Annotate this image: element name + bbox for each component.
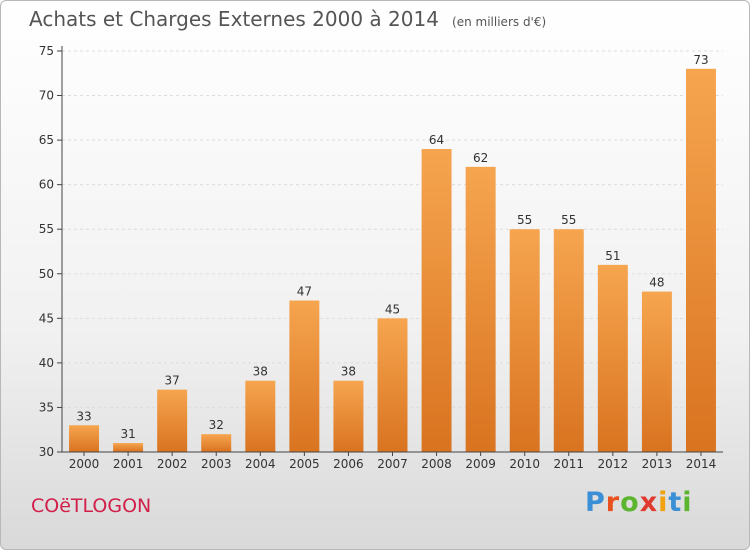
- x-tick-label: 2003: [201, 457, 232, 471]
- x-tick-label: 2002: [157, 457, 188, 471]
- y-tick-label: 40: [39, 356, 54, 370]
- bar: [685, 68, 716, 453]
- logo-letter: r: [605, 487, 621, 518]
- bar: [69, 425, 100, 452]
- bar-value-label: 38: [253, 365, 268, 379]
- bar: [201, 434, 232, 452]
- bar: [289, 300, 320, 452]
- bar: [509, 229, 540, 452]
- bar: [465, 166, 496, 452]
- bars: [69, 68, 716, 453]
- logo-letter: P: [585, 487, 606, 518]
- x-tick-label: 2010: [509, 457, 540, 471]
- bar: [113, 443, 144, 452]
- x-tick-label: 2004: [245, 457, 276, 471]
- axes: 30 35 40 45 50 55 60 65 70 75 2000 2001 2002 2003 2004…: [39, 44, 723, 471]
- title-unit: (en milliers d'€): [452, 15, 547, 29]
- chart-title: Achats et Charges Externes 2000 à 2014 (…: [29, 7, 546, 31]
- bar: [553, 229, 584, 452]
- x-tick-label: 2012: [598, 457, 629, 471]
- x-tick-label: 2001: [113, 457, 144, 471]
- bar-value-label: 55: [561, 213, 576, 227]
- y-tick-label: 30: [39, 445, 54, 459]
- y-tick-label: 75: [39, 44, 54, 58]
- x-tick-label: 2000: [69, 457, 100, 471]
- bar-value-label: 51: [605, 249, 620, 263]
- bar: [333, 380, 364, 452]
- bar: [245, 380, 276, 452]
- y-tick-label: 50: [39, 267, 54, 281]
- x-tick-label: 2007: [377, 457, 408, 471]
- x-tick-label: 2013: [642, 457, 673, 471]
- bar-value-label: 55: [517, 213, 532, 227]
- bar-value-label: 62: [473, 151, 488, 165]
- data-labels: 33 31 37 32 38 47 38 45 64 62 55 55 51 48 73: [76, 53, 708, 441]
- bar-value-label: 47: [297, 285, 312, 299]
- bar: [157, 389, 188, 452]
- x-tick-label: 2005: [289, 457, 320, 471]
- y-tick-label: 70: [39, 89, 54, 103]
- bar-value-label: 73: [693, 53, 708, 67]
- y-tick-label: 35: [39, 400, 54, 414]
- x-tick-label: 2006: [333, 457, 364, 471]
- bar-value-label: 33: [76, 409, 91, 423]
- logo-letter: i: [682, 487, 693, 518]
- bar-value-label: 32: [209, 418, 224, 432]
- bar-value-label: 38: [341, 365, 356, 379]
- bar-value-label: 45: [385, 302, 400, 316]
- bar-value-label: 48: [649, 276, 664, 290]
- bar: [641, 291, 672, 452]
- y-tick-label: 65: [39, 133, 54, 147]
- bar: [421, 149, 452, 452]
- bar: [597, 264, 628, 452]
- title-main: Achats et Charges Externes 2000 à 2014: [29, 7, 439, 31]
- bar-value-label: 64: [429, 133, 444, 147]
- x-tick-label: 2009: [465, 457, 496, 471]
- bar-value-label: 31: [120, 427, 135, 441]
- x-tick-label: 2014: [686, 457, 717, 471]
- commune-name: COëTLOGON: [31, 495, 152, 517]
- proxiti-logo[interactable]: Proxiti: [585, 487, 693, 518]
- y-tick-label: 45: [39, 311, 54, 325]
- logo-letter: o: [620, 487, 640, 518]
- y-tick-label: 55: [39, 222, 54, 236]
- logo-letter: x: [639, 487, 659, 518]
- bar: [377, 318, 408, 452]
- x-tick-label: 2008: [421, 457, 452, 471]
- y-tick-label: 60: [39, 178, 54, 192]
- logo-letter: i: [658, 487, 669, 518]
- logo-letter: t: [668, 487, 683, 518]
- bar-value-label: 37: [165, 374, 180, 388]
- x-tick-label: 2011: [553, 457, 584, 471]
